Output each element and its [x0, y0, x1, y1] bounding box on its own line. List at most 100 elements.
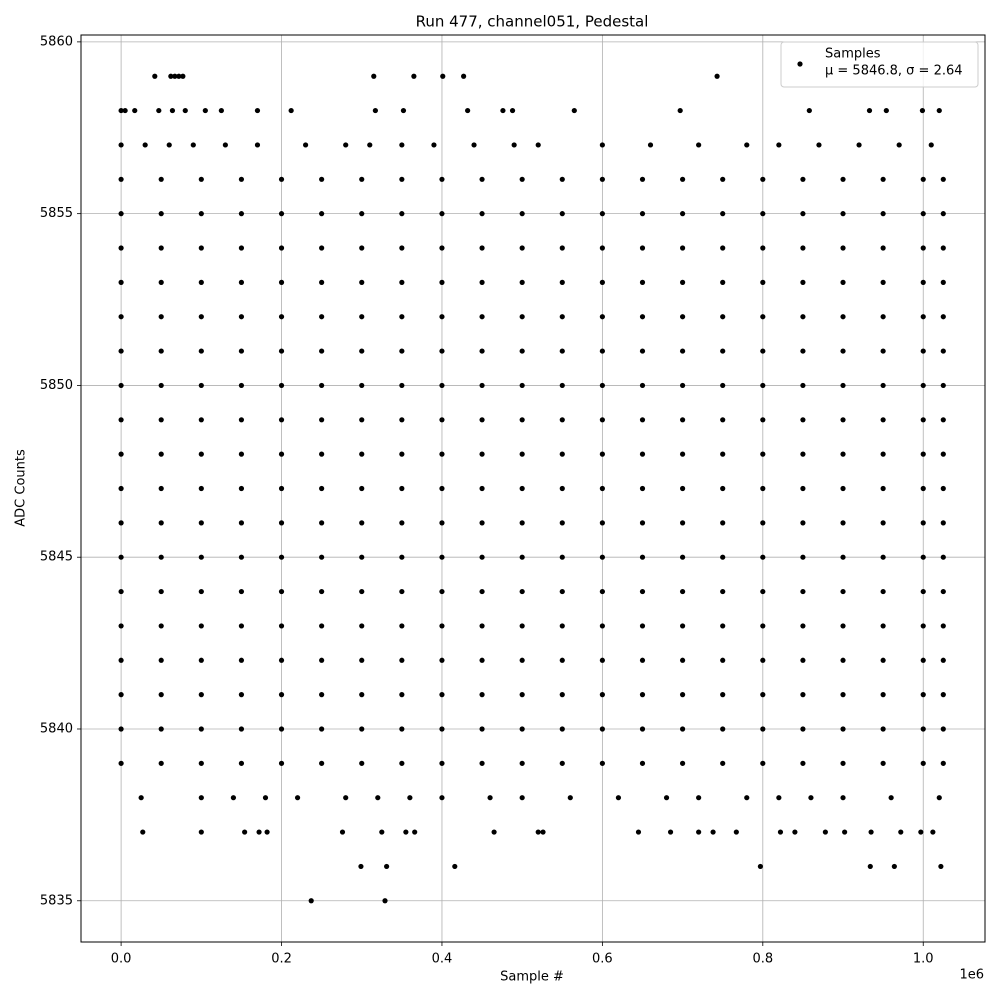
data-point: [760, 245, 766, 251]
data-point: [880, 245, 886, 251]
x-tick-label: 0.6: [592, 952, 613, 967]
y-tick-label: 5855: [40, 206, 73, 221]
data-point: [479, 348, 485, 354]
data-point: [880, 623, 886, 629]
data-point: [319, 588, 325, 595]
legend-marker: [797, 61, 803, 67]
data-point: [920, 382, 926, 389]
data-point: [599, 657, 605, 663]
data-point: [800, 520, 806, 526]
data-point: [599, 760, 605, 766]
data-point: [760, 348, 766, 354]
data-point: [371, 73, 377, 79]
data-point: [172, 73, 178, 79]
data-point: [400, 107, 407, 114]
data-point: [319, 485, 325, 492]
data-point: [479, 623, 485, 629]
data-point: [559, 554, 565, 560]
data-point: [880, 485, 886, 492]
data-point: [198, 279, 204, 285]
data-point: [198, 760, 204, 766]
data-point: [238, 451, 245, 457]
data-point: [720, 588, 726, 595]
y-tick-label: 5835: [40, 893, 73, 908]
data-point: [920, 692, 926, 698]
data-point: [439, 245, 445, 251]
data-point: [238, 520, 245, 526]
data-point: [254, 142, 261, 148]
data-point: [800, 176, 806, 182]
data-point: [679, 245, 686, 251]
data-point: [940, 451, 946, 457]
data-point: [440, 73, 446, 79]
data-point: [118, 211, 124, 217]
data-point: [198, 657, 204, 663]
data-point: [940, 657, 946, 663]
data-point: [367, 142, 373, 148]
data-point: [920, 726, 926, 732]
data-point: [559, 623, 565, 629]
data-point: [679, 623, 686, 629]
data-point: [599, 348, 605, 354]
data-point: [254, 107, 261, 114]
data-point: [509, 107, 516, 114]
data-point: [938, 863, 944, 870]
data-point: [720, 760, 726, 766]
data-point: [744, 142, 750, 148]
data-point: [571, 107, 577, 114]
data-point: [760, 657, 766, 663]
data-point: [519, 657, 525, 663]
data-point: [238, 657, 245, 663]
data-point: [439, 279, 445, 285]
data-point: [940, 520, 946, 526]
data-point: [118, 623, 124, 629]
data-point: [840, 417, 846, 423]
data-point: [132, 107, 138, 114]
grid: 0.0 0.2 0.4 0.6 0.8 1.0 5835 5840 5845 5850 5855 58…: [40, 34, 985, 967]
data-point: [639, 245, 646, 251]
data-point: [559, 485, 565, 492]
data-point: [679, 554, 686, 560]
x-tick-label: 0.8: [752, 952, 773, 967]
data-point: [399, 211, 405, 217]
data-point: [118, 726, 124, 732]
x-tick-label: 1.0: [913, 952, 934, 967]
data-point: [599, 554, 605, 560]
data-point: [559, 588, 565, 595]
data-point: [202, 107, 208, 114]
data-point: [278, 176, 285, 182]
data-point: [198, 795, 204, 801]
data-point: [760, 417, 766, 423]
data-point: [720, 520, 726, 526]
data-point: [800, 279, 806, 285]
data-point: [880, 348, 886, 354]
data-point: [519, 279, 525, 285]
data-point: [339, 829, 346, 835]
data-point: [840, 726, 846, 732]
data-point: [880, 314, 886, 320]
data-point: [471, 142, 477, 148]
data-point: [511, 142, 517, 148]
data-point: [278, 657, 285, 663]
data-point: [158, 348, 164, 354]
data-point: [238, 314, 245, 320]
data-point: [122, 107, 128, 114]
data-point: [198, 245, 204, 251]
data-point: [500, 107, 506, 114]
data-point: [639, 382, 646, 389]
data-point: [399, 382, 405, 389]
data-point: [940, 726, 946, 732]
y-tick-label: 5845: [40, 550, 73, 565]
data-point: [940, 314, 946, 320]
data-point: [840, 485, 846, 492]
data-point: [940, 245, 946, 251]
data-point: [439, 554, 445, 560]
data-point: [198, 554, 204, 560]
data-point: [639, 485, 646, 492]
data-point: [278, 245, 285, 251]
data-point: [118, 588, 124, 595]
data-point: [359, 451, 365, 457]
data-point: [198, 451, 204, 457]
